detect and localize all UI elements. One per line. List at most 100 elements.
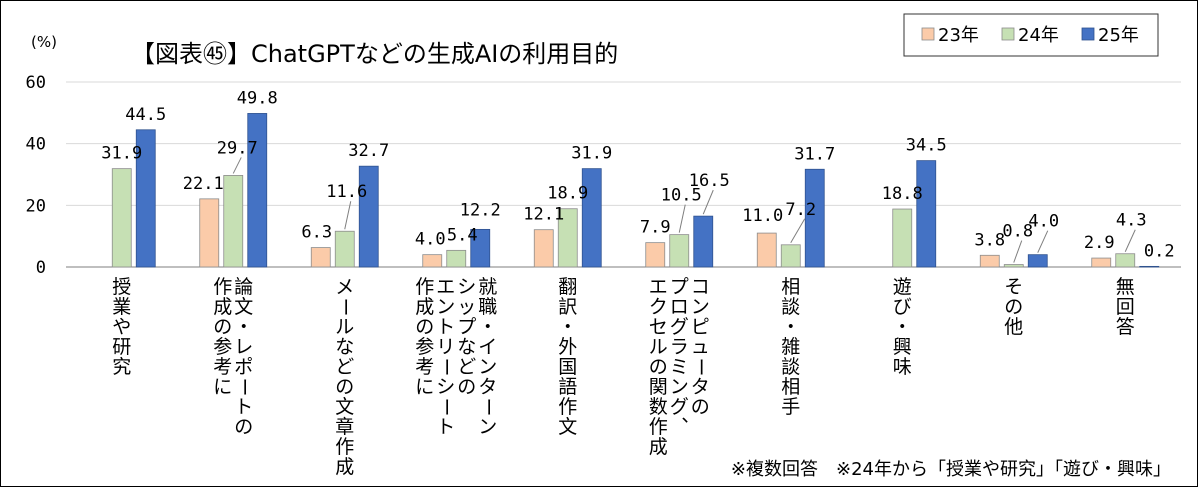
category-label-char: な <box>457 336 476 358</box>
category-label-char: 成 <box>415 296 434 318</box>
category-label-char: 翻 <box>558 276 577 298</box>
data-label: 7.2 <box>785 200 816 220</box>
data-label: 6.3 <box>301 223 332 243</box>
data-label: 3.8 <box>974 230 1005 250</box>
category-label-char: 無 <box>1116 276 1135 298</box>
category-label-char: 雑 <box>781 336 800 358</box>
legend-label: 23年 <box>938 25 979 46</box>
category-label-char: 究 <box>112 356 131 378</box>
bar <box>247 113 268 268</box>
category-label-char: コ <box>691 276 710 298</box>
category-label-char: 談 <box>781 296 800 318</box>
data-label: 44.5 <box>125 105 166 125</box>
category-label-char: 作 <box>558 396 577 418</box>
category-label-char: メ <box>335 276 354 298</box>
leader-line <box>1037 230 1049 253</box>
category-label-char: ポ <box>234 356 253 378</box>
category-label-char: に <box>415 376 434 398</box>
category-label-char: ど <box>457 356 476 378</box>
category-label-char: の <box>1004 296 1023 318</box>
leader-line <box>702 189 714 215</box>
category-label-char: の <box>415 316 434 338</box>
data-label: 12.2 <box>460 200 501 220</box>
category-label-char: レ <box>234 336 253 358</box>
bar <box>1003 264 1024 268</box>
leader-line <box>790 218 806 244</box>
leader-line <box>1124 229 1136 252</box>
y-tick-label: 0 <box>36 258 46 278</box>
data-label: 0.8 <box>1002 222 1033 242</box>
category-label-char: 作 <box>649 416 668 438</box>
legend-swatch <box>1081 27 1095 41</box>
category-label-char: 就 <box>478 276 497 298</box>
data-label: 11.6 <box>326 182 367 202</box>
y-tick-label: 60 <box>26 73 46 93</box>
bar <box>756 232 777 268</box>
leader-line <box>1013 240 1023 263</box>
data-label: 4.0 <box>1028 212 1059 232</box>
bar <box>470 228 491 268</box>
bar <box>533 229 554 268</box>
category-label-char: グ <box>670 316 689 338</box>
data-label: 29.7 <box>217 138 258 158</box>
data-label: 4.0 <box>415 230 446 250</box>
category-label-char: 参 <box>415 336 434 358</box>
data-label: 18.9 <box>547 184 588 204</box>
category-label-char: 関 <box>649 376 668 398</box>
category-label-char: 成 <box>335 456 354 478</box>
category-label-char: ー <box>233 377 255 396</box>
label-layer: 22.1 6.3 4.0 12.1 7.9 11.0 3.8 2.9 31.9 29.7 11.6 5… <box>101 88 1175 263</box>
bar-layer <box>111 113 1160 268</box>
category-label-char: ク <box>649 296 668 318</box>
category-label-char: ッ <box>457 296 476 318</box>
category-label-char: エ <box>436 276 455 298</box>
category-label-char: ー <box>334 297 356 316</box>
bar <box>135 129 156 268</box>
category-label-char: 相 <box>781 376 800 398</box>
y-tick-label: 20 <box>26 196 46 216</box>
category-label-char: の <box>213 316 232 338</box>
category-label-char: ン <box>436 296 455 318</box>
data-label: 31.9 <box>101 144 142 164</box>
category-label-char: セ <box>649 316 668 338</box>
data-label: 0.2 <box>1144 241 1175 261</box>
bar <box>1115 253 1136 268</box>
category-label-char: そ <box>1004 276 1023 298</box>
category-label-char: ー <box>689 357 711 376</box>
category-label-char: ト <box>234 396 253 418</box>
category-label-char: イ <box>478 336 497 358</box>
category-label-char: ピ <box>691 316 710 338</box>
bar <box>645 242 666 268</box>
bar <box>1139 265 1160 268</box>
category-label-char: ラ <box>670 336 689 358</box>
data-label: 32.7 <box>348 141 389 161</box>
category-label-char: シ <box>436 376 455 398</box>
bar <box>334 230 355 268</box>
chart-title: 【図表㊺】ChatGPTなどの生成AIの利用目的 <box>131 40 618 68</box>
legend-swatch <box>921 27 935 41</box>
data-label: 34.5 <box>906 136 947 156</box>
category-label-char: 成 <box>649 436 668 458</box>
bar <box>446 249 467 268</box>
category-label-char: 文 <box>335 396 354 418</box>
category-label-char: 遊 <box>893 276 912 298</box>
leader-line <box>232 157 242 174</box>
category-label-char: 回 <box>1116 296 1135 318</box>
category-label-char: 国 <box>558 356 577 378</box>
legend-label: 24年 <box>1018 25 1059 46</box>
category-label-char: ル <box>649 336 668 358</box>
legend-swatch <box>1001 27 1015 41</box>
footnote: ※複数回答 ※24年から「授業や研究」「遊び・興味」 <box>731 459 1171 480</box>
category-label-char: 考 <box>213 356 232 378</box>
bar <box>310 247 331 268</box>
category-label-char: タ <box>478 376 497 398</box>
data-label: 18.8 <box>882 184 923 204</box>
category-label-char: 談 <box>781 356 800 378</box>
bar <box>111 168 132 268</box>
bar <box>581 168 602 268</box>
bar <box>358 165 379 268</box>
category-label-char: や <box>112 316 131 338</box>
category-label-char: ・ <box>478 316 497 338</box>
bar <box>892 208 913 268</box>
